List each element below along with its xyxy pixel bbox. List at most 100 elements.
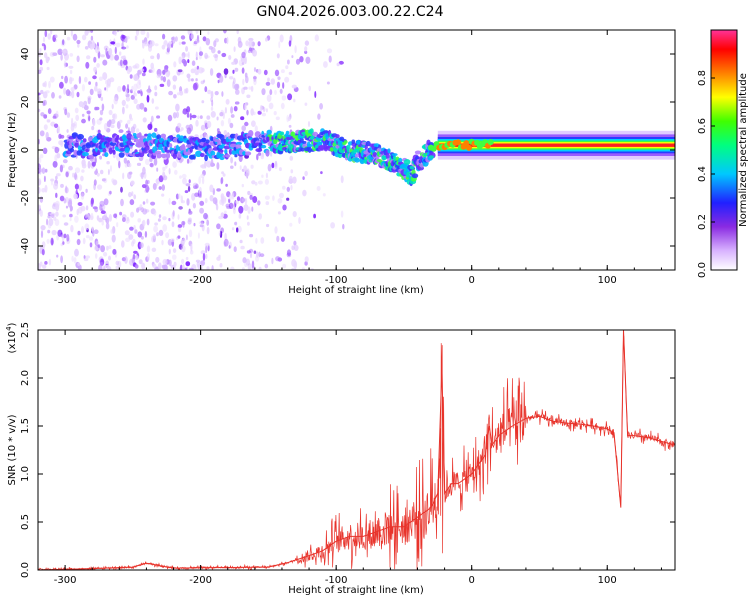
spectrogram-noise-speck xyxy=(119,30,123,33)
spectrogram-noise-speck xyxy=(133,225,136,230)
spectrogram-carrier-blob xyxy=(234,154,238,158)
spectrogram-noise-speck xyxy=(227,117,231,125)
spectrogram-noise-speck xyxy=(217,79,220,84)
spectrogram-noise-speck xyxy=(133,90,136,96)
spectrogram-noise-speck xyxy=(170,238,175,243)
spectrogram-noise-speck xyxy=(92,118,96,127)
spectrogram-noise-speck xyxy=(76,208,79,216)
spectrogram-noise-speck xyxy=(188,179,191,184)
spectrogram-carrier-blob xyxy=(430,145,437,152)
spectrogram-noise-speck xyxy=(244,56,247,65)
spectrogram-noise-speck xyxy=(105,222,110,230)
spectrogram-noise-speck xyxy=(280,102,285,110)
spectrogram-carrier-blob xyxy=(89,155,94,160)
spectrogram-carrier-blob xyxy=(382,154,386,161)
spectrogram-noise-speck xyxy=(62,241,65,245)
spectrogram-noise-speck xyxy=(187,185,191,192)
spectrogram-noise-speck xyxy=(125,217,130,224)
spectrogram-x-label: Height of straight line (km) xyxy=(288,285,424,296)
spectrogram-noise-speck xyxy=(150,115,154,123)
spectrogram-noise-speck xyxy=(226,132,230,138)
spectrogram-noise-speck xyxy=(148,45,152,52)
spectrogram-noise-speck xyxy=(108,214,112,222)
spectrogram-noise-speck xyxy=(210,162,215,168)
spectrogram-noise-speck xyxy=(121,257,126,262)
spectrogram-noise-speck xyxy=(100,210,106,214)
spectrogram-noise-speck xyxy=(63,233,67,239)
spectrogram-carrier-blob xyxy=(335,134,340,139)
spectrogram-noise-speck xyxy=(80,175,84,182)
spectrogram-noise-speck xyxy=(81,113,85,117)
spectrogram-noise-speck xyxy=(129,199,135,206)
spectrogram-noise-speck xyxy=(130,94,135,100)
spectrogram-noise-speck xyxy=(116,30,120,33)
spectrogram-noise-speck xyxy=(272,195,275,201)
spectrogram-noise-speck xyxy=(204,52,209,60)
spectrogram-noise-speck xyxy=(204,197,208,204)
spectrogram-noise-speck xyxy=(251,120,256,127)
spectrogram-noise-speck xyxy=(62,214,66,218)
spectrogram-noise-speck xyxy=(183,88,187,94)
spectrogram-noise-speck xyxy=(267,77,270,82)
spectrogram-noise-speck xyxy=(152,263,157,268)
spectrogram-noise-speck xyxy=(146,245,151,253)
snr-series-line xyxy=(38,330,675,570)
spectrogram-noise-speck xyxy=(218,230,221,237)
spectrogram-noise-speck xyxy=(181,55,185,60)
spectrogram-carrier-blob xyxy=(160,153,167,159)
spectrogram-noise-speck xyxy=(291,245,295,251)
spectrogram-noise-speck xyxy=(171,200,177,206)
spectrogram-noise-speck xyxy=(55,175,58,180)
spectrogram-noise-speck xyxy=(256,153,259,161)
spectrogram-noise-speck xyxy=(269,150,273,157)
spectrogram-noise-speck xyxy=(150,55,155,60)
spectrogram-noise-speck xyxy=(91,125,95,131)
spectrogram-noise-speck xyxy=(125,123,129,129)
spectrogram-noise-speck xyxy=(74,215,79,223)
spectrogram-y-label: Frequency (Hz) xyxy=(7,112,18,188)
spectrogram-noise-speck xyxy=(106,266,112,270)
spectrogram-noise-speck xyxy=(236,196,241,202)
spectrogram-carrier-blob xyxy=(97,149,101,156)
spectrogram-noise-speck xyxy=(178,56,182,65)
spectrogram-noise-speck xyxy=(127,191,132,198)
spectrogram-noise-speck xyxy=(47,33,51,40)
spectrogram-noise-speck xyxy=(221,52,227,58)
spectrogram-noise-speck xyxy=(40,112,45,117)
spectrogram-noise-speck xyxy=(156,232,159,237)
spectrogram-noise-speck xyxy=(293,244,299,251)
spectrogram-noise-speck xyxy=(167,114,173,122)
spectrogram-noise-speck xyxy=(317,113,321,120)
spectrogram-carrier-blob xyxy=(77,133,84,140)
spectrogram-noise-speck xyxy=(216,116,219,121)
spectrogram-noise-speck xyxy=(139,102,145,110)
spectrogram-carrier-blob xyxy=(225,154,231,158)
spectrogram-noise-speck xyxy=(161,193,165,197)
spectrogram-noise-speck xyxy=(97,244,101,249)
spectrogram-noise-speck xyxy=(83,255,86,260)
spectrogram-noise-speck xyxy=(108,109,113,116)
spectrogram-noise-speck xyxy=(267,163,272,172)
snr-series-noise xyxy=(38,335,675,570)
spectrogram-noise-speck xyxy=(84,46,89,50)
spectrogram-noise-speck xyxy=(282,204,287,211)
spectrogram-carrier-blob xyxy=(106,137,114,143)
spectrogram-carrier-blob xyxy=(144,145,150,151)
spectrogram-carrier-blob xyxy=(235,141,242,146)
spectrogram-noise-speck xyxy=(257,68,262,75)
spectrogram-noise-speck xyxy=(73,257,77,264)
spectrogram-noise-speck xyxy=(173,61,177,68)
spectrogram-noise-speck xyxy=(288,175,293,184)
spectrogram-noise-speck xyxy=(75,114,80,122)
spectrogram-noise-speck xyxy=(38,108,41,113)
spectrogram-noise-speck xyxy=(250,164,254,169)
spectrogram-noise-speck xyxy=(279,34,284,43)
spectrogram-noise-speck xyxy=(179,90,184,96)
spectrogram-noise-speck xyxy=(140,236,144,240)
spectrogram-noise-speck xyxy=(144,231,148,238)
spectrogram-noise-speck xyxy=(116,121,121,129)
spectrogram-noise-speck xyxy=(255,255,260,262)
spectrogram-noise-speck xyxy=(277,211,281,215)
spectrogram-noise-speck xyxy=(261,112,266,117)
spectrogram-noise-speck xyxy=(220,195,223,203)
